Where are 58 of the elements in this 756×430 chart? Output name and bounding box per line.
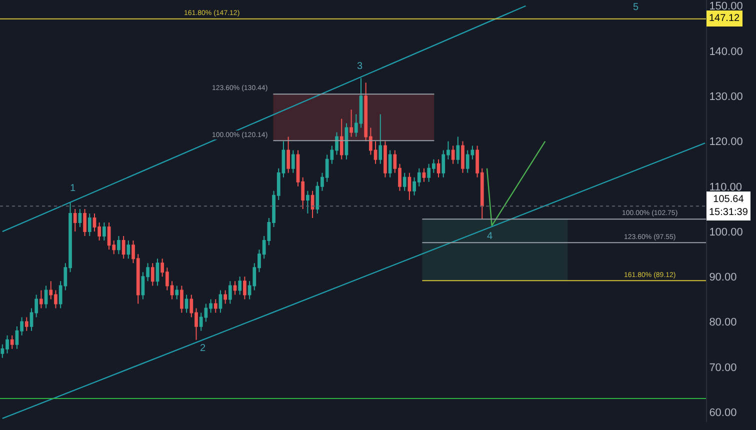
candlestick (224, 290, 228, 304)
annotation: 105.64 15:31:39 (709, 194, 748, 218)
candlestick (408, 172, 412, 200)
candlestick (83, 208, 86, 237)
candlestick (44, 285, 48, 309)
annotation: 2 (200, 343, 206, 354)
candlestick (156, 258, 160, 286)
candlestick (310, 190, 314, 218)
annotation: 1 (70, 183, 76, 194)
y-tick-label: 140.00 (709, 46, 743, 58)
annotation: 147.12 (709, 13, 740, 24)
y-tick-label: 130.00 (709, 90, 743, 103)
candlestick (422, 168, 426, 182)
candlestick (436, 158, 440, 178)
y-tick-label: 60.00 (709, 406, 737, 419)
candlestick (214, 298, 218, 314)
candlestick (233, 280, 237, 296)
candlestick (218, 290, 222, 314)
candlestick (10, 334, 14, 350)
y-tick-label: 100.00 (709, 226, 743, 238)
y-tick-label: 110.00 (709, 181, 742, 194)
candlestick (291, 150, 295, 174)
candlestick (378, 114, 382, 164)
candlestick (340, 118, 344, 160)
candlestick (228, 280, 232, 304)
candlestick (78, 208, 82, 228)
candlestick (306, 190, 310, 214)
candlestick (384, 140, 387, 178)
y-tick-label: 90.00 (709, 272, 737, 284)
annotation: 5 (633, 2, 639, 13)
candlestick (180, 285, 184, 314)
candlestick (286, 136, 290, 174)
candlestick (344, 122, 348, 160)
annotation: 3 (357, 61, 363, 72)
y-tick-label: 70.00 (709, 362, 737, 374)
candlestick (73, 208, 77, 232)
candlestick (126, 240, 130, 260)
candlestick (184, 294, 188, 314)
annotation: 4 (487, 231, 493, 242)
candlestick (238, 276, 242, 296)
candlestick (175, 285, 179, 300)
y-tick-label: 80.00 (709, 316, 737, 329)
y-tick-label: 150.00 (709, 0, 743, 13)
candlestick (117, 236, 120, 255)
candlestick (456, 136, 460, 164)
candlestick (461, 140, 464, 174)
candlestick (102, 222, 106, 242)
y-tick-label: 120.00 (709, 136, 743, 148)
candlestick (88, 212, 92, 237)
candlestick (350, 109, 353, 138)
candlestick (24, 316, 28, 332)
candlestick (122, 236, 126, 260)
candlestick (388, 150, 392, 178)
candlestick (243, 276, 246, 300)
candlestick (402, 172, 406, 192)
candlestick (40, 290, 43, 309)
candlestick (150, 262, 154, 286)
candlestick (451, 145, 455, 164)
